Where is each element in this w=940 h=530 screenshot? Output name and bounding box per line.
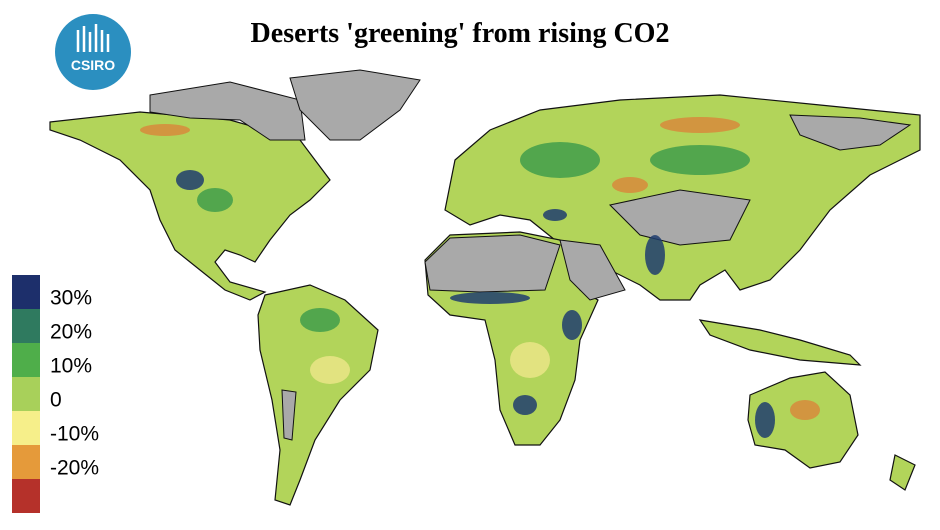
logo: CSIRO (55, 14, 131, 90)
legend-label: 20% (50, 320, 92, 343)
legend-swatch (12, 343, 40, 377)
legend-swatch (12, 479, 40, 513)
legend-swatch (12, 411, 40, 445)
legend-swatch (12, 377, 40, 411)
legend: 30% 20% 10% 0 -10% -20% (12, 275, 99, 513)
legend-label: 10% (50, 354, 92, 377)
legend-label: -10% (50, 422, 99, 445)
legend-label: 30% (50, 286, 92, 309)
legend-swatch (12, 445, 40, 479)
legend-label: -20% (50, 456, 99, 479)
title: Deserts 'greening' from rising CO2 (251, 18, 670, 49)
world-map (49, 69, 921, 506)
legend-swatch (12, 275, 40, 309)
logo-text: CSIRO (71, 57, 115, 73)
legend-swatch (12, 309, 40, 343)
legend-label: 0 (50, 388, 62, 411)
